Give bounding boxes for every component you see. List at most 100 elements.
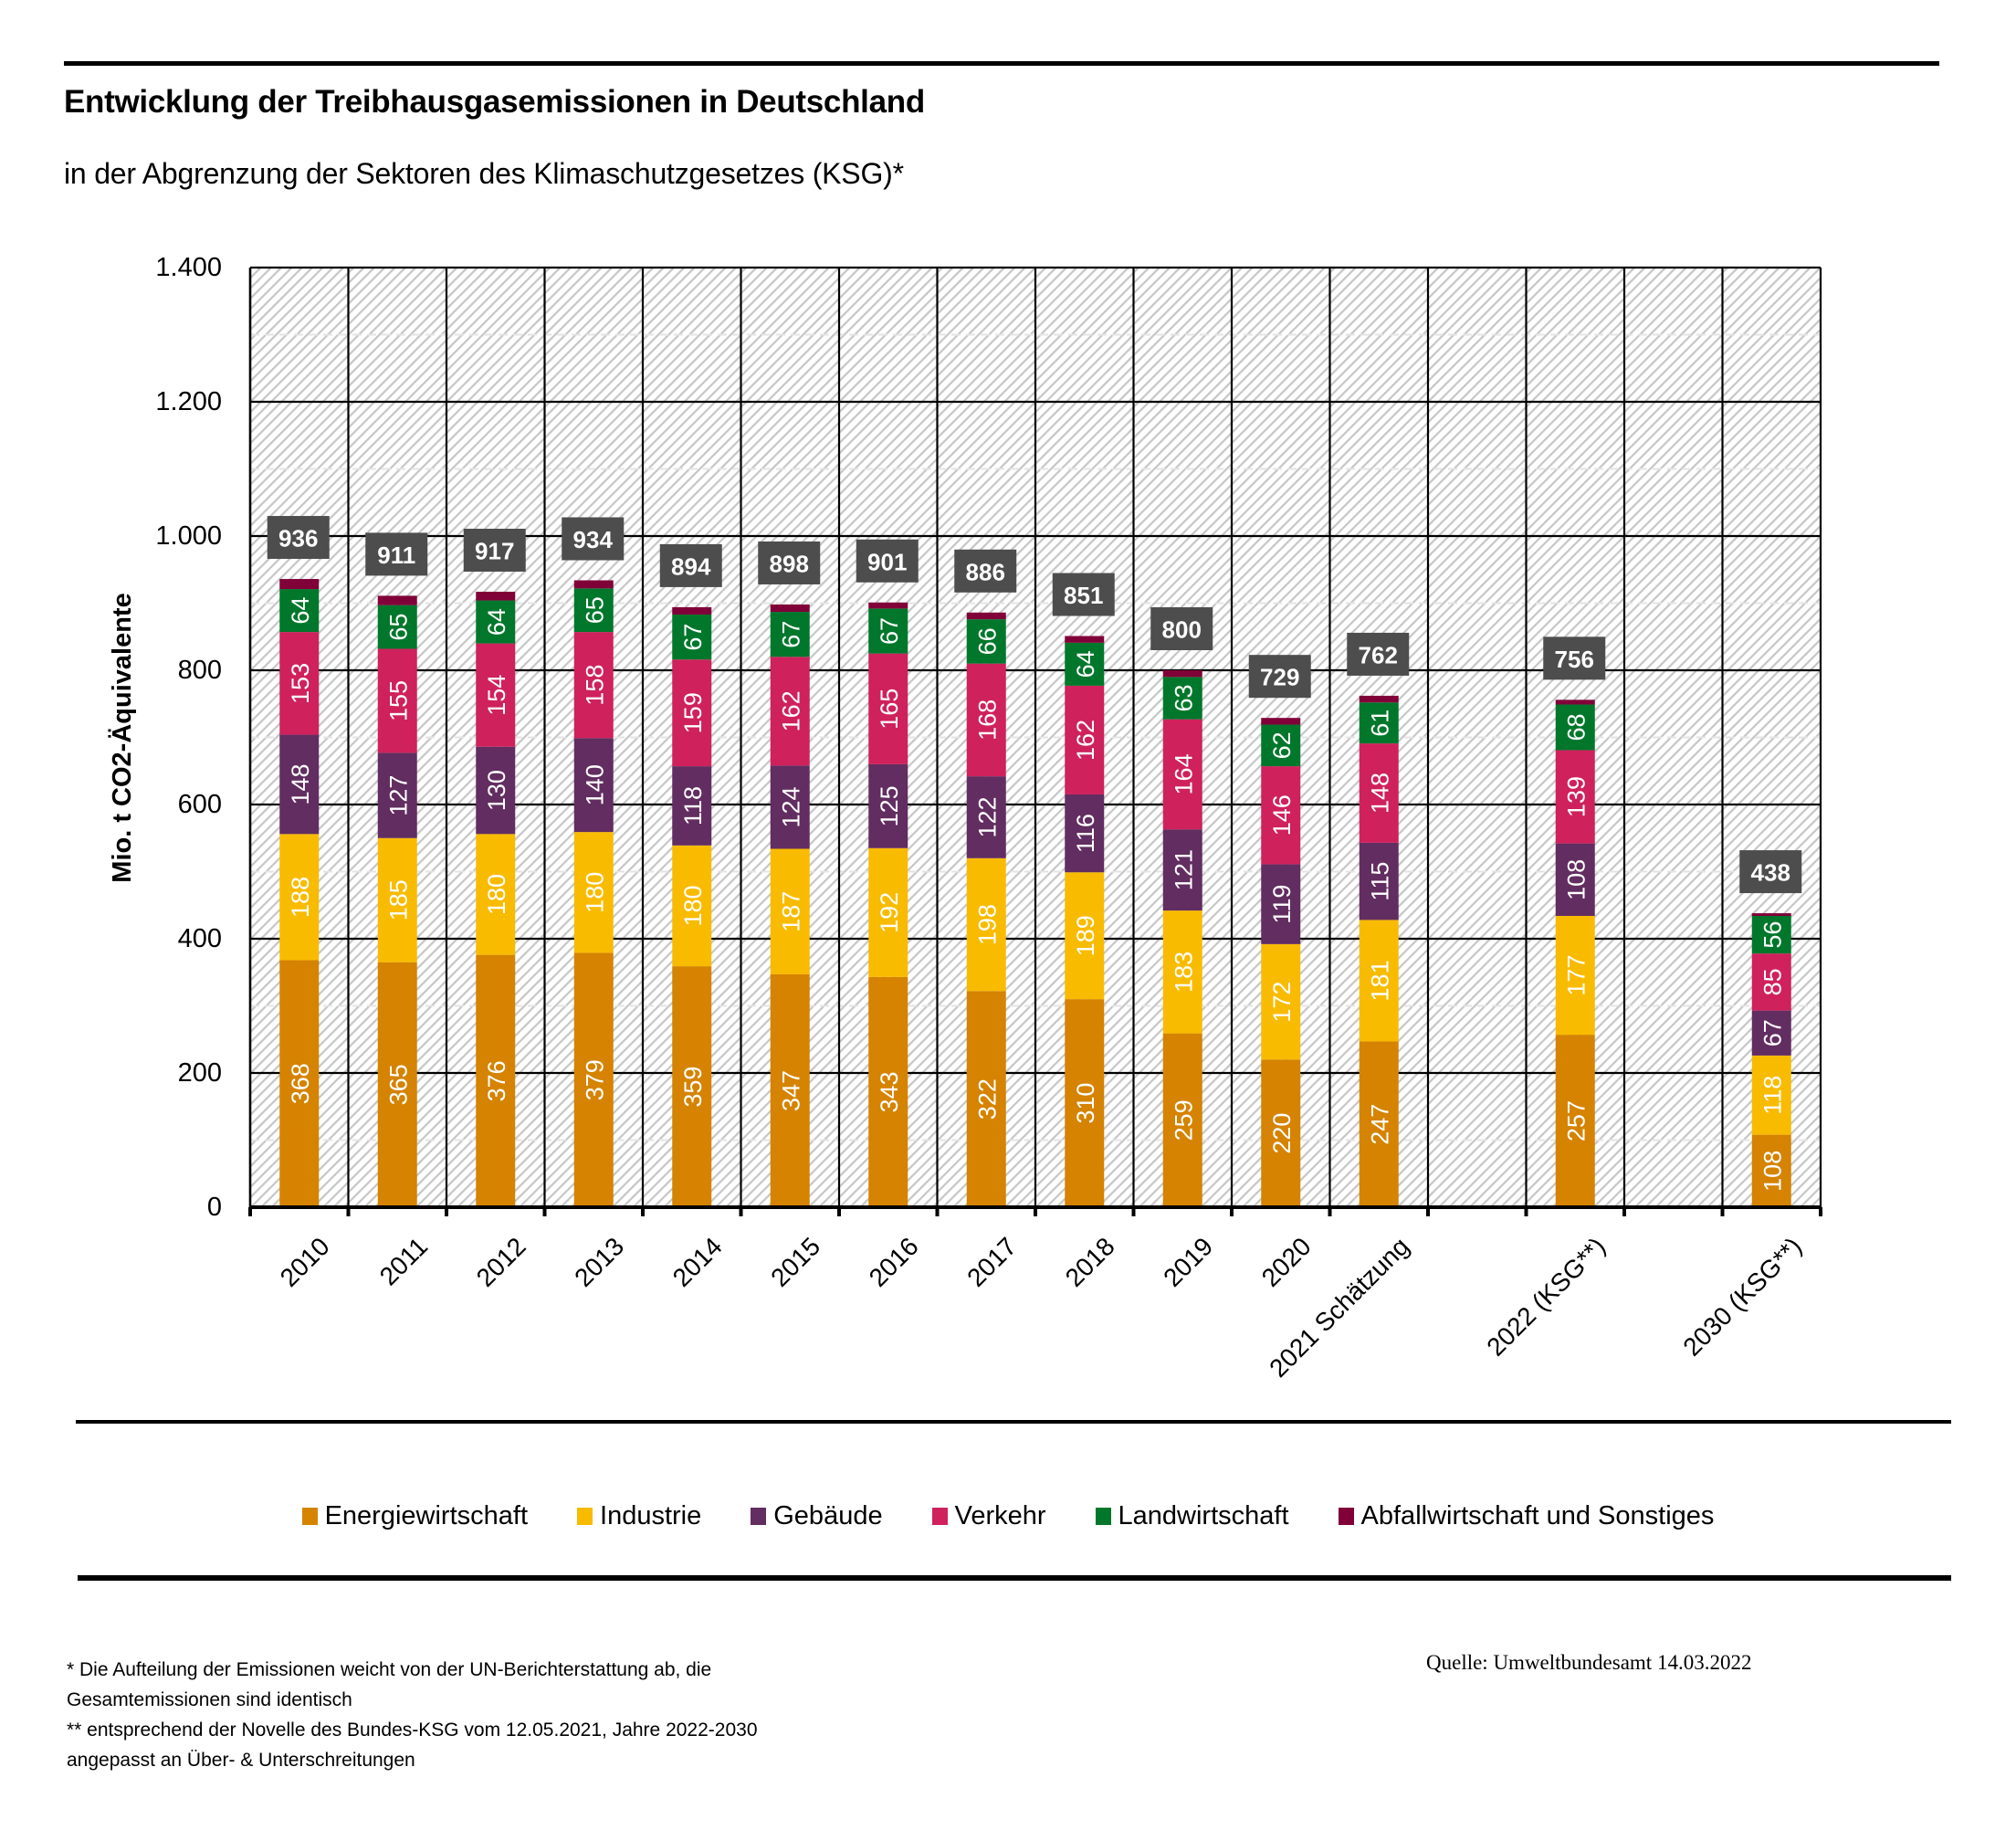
bar-segment — [770, 604, 810, 613]
segment-value-label: 124 — [777, 786, 804, 827]
segment-value-label: 165 — [876, 689, 903, 730]
bar-segment — [1555, 916, 1595, 1036]
bar-segment — [476, 643, 516, 747]
bar-segment — [1065, 685, 1105, 794]
segment-value-label: 61 — [1366, 710, 1393, 737]
segment-value-label: 64 — [1072, 650, 1099, 678]
bar-stack: 379 180 140 158 65 934 — [562, 517, 625, 1207]
segment-value-label: 310 — [1072, 1083, 1099, 1124]
y-tick-label: 0 — [207, 1193, 222, 1222]
bar-stack: 257 177 108 139 68 756 — [1543, 636, 1606, 1207]
bar-stack: 310 189 116 162 64 851 — [1052, 573, 1115, 1207]
segment-value-label: 116 — [1072, 814, 1099, 853]
bar-segment — [868, 763, 908, 848]
segment-value-label: 66 — [973, 627, 1001, 655]
total-label-box — [1543, 636, 1606, 680]
total-value-label: 756 — [1555, 646, 1594, 673]
bar-segment — [1555, 704, 1595, 751]
segment-value-label: 189 — [1072, 915, 1099, 956]
segment-value-label: 65 — [581, 596, 608, 624]
segment-value-label: 180 — [483, 874, 510, 915]
segment-value-label: 139 — [1562, 776, 1590, 817]
bar-segment — [1359, 702, 1399, 744]
total-value-label: 917 — [475, 538, 514, 565]
chart-subtitle: in der Abgrenzung der Sektoren des Klima… — [64, 157, 904, 190]
segment-value-label: 146 — [1268, 794, 1296, 836]
source-note: Quelle: Umweltbundesamt 14.03.2022 — [1426, 1651, 1752, 1674]
x-tick-label: 2016 — [864, 1232, 924, 1292]
segment-value-label: 168 — [973, 699, 1001, 741]
segment-value-label: 376 — [483, 1060, 510, 1101]
bar-segment — [573, 738, 614, 833]
legend-swatch — [1095, 1507, 1111, 1525]
legend-swatch — [931, 1507, 948, 1525]
bar-segment — [279, 734, 320, 835]
bar-stack: 359 180 118 159 67 894 — [659, 543, 722, 1207]
total-label-box — [365, 532, 428, 576]
segment-value-label: 181 — [1366, 960, 1393, 1001]
bar-segment — [476, 954, 516, 1207]
segment-value-label: 162 — [1072, 720, 1099, 761]
bar-segment — [770, 973, 810, 1207]
segment-value-label: 67 — [876, 617, 903, 645]
segment-value-label: 67 — [679, 624, 707, 651]
bar-segment — [1065, 642, 1105, 686]
segment-value-label: 359 — [679, 1067, 707, 1108]
segment-value-label: 247 — [1366, 1104, 1393, 1145]
segment-value-label: 158 — [581, 665, 608, 706]
bar-segment — [966, 991, 1006, 1207]
segment-value-label: 155 — [384, 680, 412, 721]
bar-segment — [377, 752, 417, 838]
total-label-box — [562, 517, 625, 561]
bar-segment — [1065, 794, 1105, 873]
legend-item-industrie: Industrie — [577, 1501, 701, 1531]
y-tick-label: 200 — [178, 1058, 222, 1088]
segment-value-label: 343 — [876, 1071, 903, 1112]
bar-segment — [1751, 1134, 1791, 1207]
bar-segment — [1555, 1035, 1595, 1207]
total-value-label: 911 — [377, 542, 415, 569]
footnotes: * Die Aufteilung der Emissionen weicht v… — [67, 1655, 758, 1775]
bar-segment — [1555, 699, 1595, 705]
bar-segment — [1065, 999, 1105, 1207]
bar-segment — [770, 657, 810, 766]
bar-segment — [1162, 1033, 1202, 1207]
bar-segment — [672, 766, 712, 846]
total-value-label: 851 — [1064, 582, 1103, 609]
bar-segment — [1555, 843, 1595, 917]
bar-segment — [1261, 724, 1301, 767]
segment-value-label: 148 — [1366, 773, 1393, 814]
bar-stack: 376 180 130 154 64 917 — [463, 529, 526, 1207]
bar-stack: 347 187 124 162 67 898 — [758, 541, 821, 1207]
legend-item-abfallwirtschaft: Abfallwirtschaft und Sonstiges — [1338, 1500, 1715, 1531]
segment-value-label: 154 — [483, 675, 510, 716]
segment-value-label: 140 — [581, 764, 608, 805]
bar-segment — [377, 837, 417, 962]
bar-segment — [1261, 766, 1301, 865]
segment-value-label: 257 — [1562, 1100, 1590, 1141]
x-tick-label: 2020 — [1256, 1232, 1317, 1292]
segment-value-label: 64 — [287, 597, 314, 625]
bar-segment — [1065, 872, 1105, 1000]
total-label-box — [954, 549, 1017, 593]
bar-segment — [672, 966, 712, 1207]
bar-segment — [279, 589, 320, 633]
x-tick-label: 2014 — [667, 1232, 728, 1292]
bar-segment — [770, 765, 810, 849]
bar-segment — [279, 960, 320, 1207]
legend-label: Abfallwirtschaft und Sonstiges — [1360, 1500, 1715, 1530]
bar-segment — [573, 580, 614, 589]
legend-item-landwirtschaft: Landwirtschaft — [1095, 1501, 1289, 1531]
bar-segment — [1261, 943, 1301, 1060]
bar-stack: 247 181 115 148 61 762 — [1347, 632, 1410, 1207]
bar-segment — [377, 595, 417, 605]
total-value-label: 729 — [1260, 664, 1299, 691]
total-label-box — [1248, 655, 1311, 699]
bar-segment — [1359, 842, 1399, 920]
segment-value-label: 68 — [1562, 713, 1590, 741]
bar-segment — [573, 952, 614, 1207]
bar-segment — [377, 648, 417, 753]
bar-segment — [868, 976, 908, 1207]
bar-segment — [868, 608, 908, 654]
bar-segment — [1359, 695, 1399, 703]
